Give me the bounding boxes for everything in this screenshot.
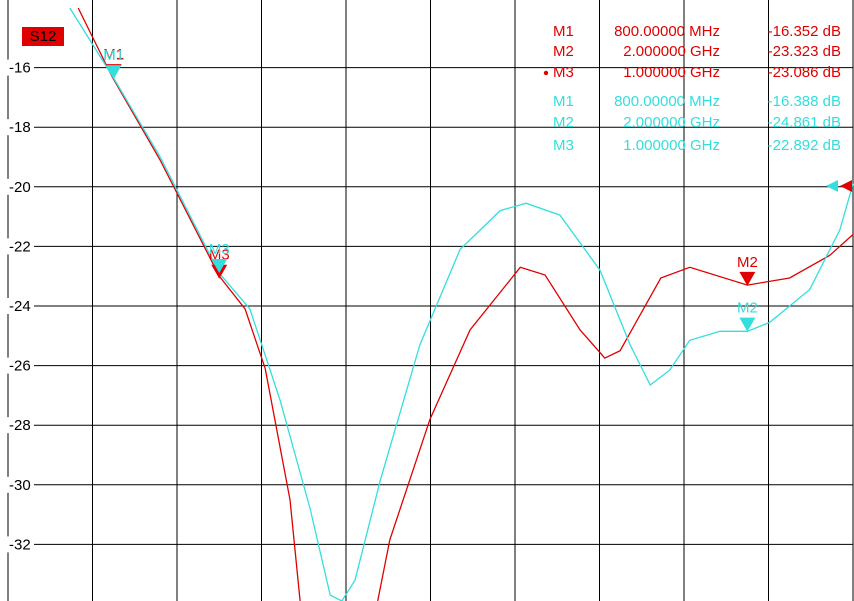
tick-label-bg (4, 238, 34, 255)
grid (7, 0, 854, 601)
marker-label: M2 (737, 300, 758, 317)
readout-freq: 2.000000 GHz (623, 114, 720, 131)
readout-value: -24.861 dB (768, 114, 841, 131)
range-arrow (826, 180, 838, 192)
readout-label: M2 (553, 114, 574, 131)
marker-label: M3 (209, 241, 230, 258)
y-tick-label: -24 (9, 298, 31, 315)
y-tick-label: -22 (9, 238, 31, 255)
readout-value: -22.892 dB (768, 137, 841, 154)
y-tick-label: -28 (9, 417, 31, 434)
trace (69, 7, 854, 601)
y-tick-label: -20 (9, 179, 31, 196)
marker-label: M1 (103, 46, 124, 63)
readout-label: M2 (553, 43, 574, 60)
y-tick-label: -26 (9, 358, 31, 375)
tick-label-bg (4, 536, 34, 553)
tick-label-bg (4, 59, 34, 76)
badge-bg (22, 27, 64, 46)
y-tick-label: -18 (9, 119, 31, 136)
y-tick-label: -16 (9, 60, 31, 77)
readout-value: -23.323 dB (768, 43, 841, 60)
readout-value: -16.352 dB (768, 23, 841, 40)
readout-freq: 2.000000 GHz (623, 43, 720, 60)
y-tick-label: -32 (9, 536, 31, 553)
tick-label-bg (4, 178, 34, 195)
readout-label: M3 (553, 137, 574, 154)
tick-label-bg (4, 357, 34, 374)
range-arrow (840, 180, 852, 192)
traces (69, 7, 854, 601)
readout-freq: 1.000000 GHz (623, 64, 720, 81)
readout-freq: 1.000000 GHz (623, 137, 720, 154)
badge: S12 (30, 28, 57, 45)
marker-triangle (739, 317, 756, 332)
y-tick-label: -30 (9, 477, 31, 494)
marker-label: M1 (103, 47, 124, 64)
marker-triangle (739, 271, 756, 286)
marker-triangle (105, 65, 122, 80)
tick-label-bg (4, 298, 34, 314)
marker-label: M2 (737, 254, 758, 271)
overlay: -16 -18 -20 -22 -24 -26 -28 -30 -32 M1 M2 M3 M1 M2 M3 M… (4, 23, 841, 553)
marker-triangle (211, 258, 228, 273)
tick-label-bg (4, 417, 34, 434)
readout-label: M1 (553, 23, 574, 40)
readout-freq: 800.00000 MHz (614, 93, 720, 110)
readout-value: -16.388 dB (768, 93, 841, 110)
readout-value: -23.086 dB (768, 64, 841, 81)
tick-label-bg (4, 119, 34, 136)
tick-label-bg (4, 476, 34, 493)
trace (77, 7, 854, 601)
readout-label: M1 (553, 93, 574, 110)
readout-label: M3 (553, 64, 574, 81)
readout-freq: 800.00000 MHz (614, 23, 720, 40)
active-marker-dot (543, 70, 549, 76)
